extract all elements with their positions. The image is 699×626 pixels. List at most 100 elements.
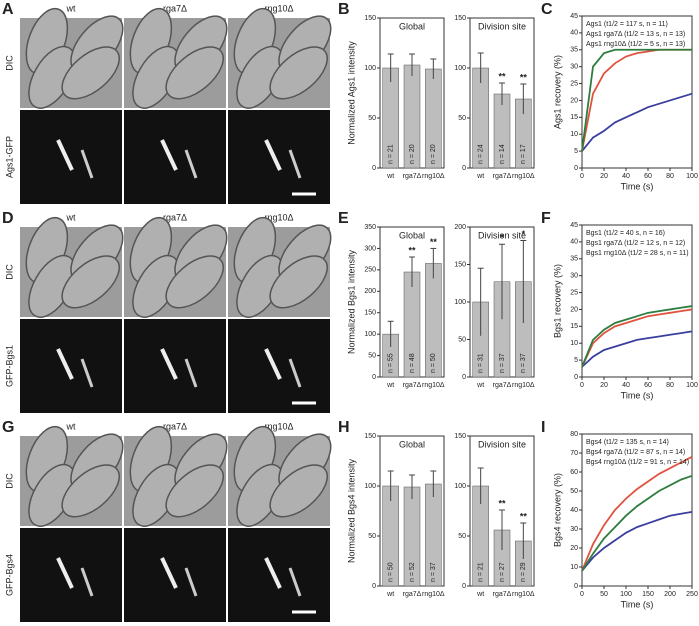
n-label: n = 21 (388, 144, 395, 164)
y-tick-label: 300 (364, 245, 376, 252)
column-label: rng10Δ (264, 421, 293, 431)
y-tick-label: 5 (574, 357, 578, 364)
category-label: rng10Δ (512, 173, 535, 180)
row-label: Ags1-GFP (4, 136, 14, 178)
panel-letter: A (2, 1, 14, 18)
recovery-curve (581, 456, 693, 572)
y-tick-label: 50 (570, 488, 578, 495)
y-tick-label: 150 (454, 433, 466, 440)
y-tick-label: 350 (364, 224, 376, 231)
category-label: wt (386, 591, 394, 598)
x-tick-label: 100 (686, 173, 698, 180)
y-tick-label: 40 (570, 30, 578, 37)
septum-signal (288, 358, 302, 388)
y-tick-label: 100 (454, 65, 466, 72)
y-axis-label: Normalized Bgs4 intensity (346, 458, 356, 563)
n-label: n = 50 (430, 353, 437, 373)
y-tick-label: 150 (364, 310, 376, 317)
row-label: GFP-Bgs1 (4, 345, 14, 387)
significance: ** (520, 511, 528, 521)
y-tick-label: 150 (364, 433, 376, 440)
y-tick-label: 60 (570, 469, 578, 476)
septum-signal (160, 557, 178, 589)
column-label: rng10Δ (264, 3, 293, 13)
column-label: wt (66, 212, 76, 222)
fluorescence-image (20, 319, 122, 413)
category-label: rga7Δ (403, 382, 422, 389)
n-label: n = 20 (409, 144, 416, 164)
y-tick-label: 5 (574, 148, 578, 155)
category-label: rga7Δ (403, 173, 422, 180)
subchart-title: Division site (478, 230, 526, 240)
recovery-curve (581, 48, 692, 152)
y-tick-label: 30 (570, 273, 578, 280)
column-label: rga7Δ (163, 3, 187, 13)
x-tick-label: 60 (644, 173, 652, 180)
septum-signal (184, 149, 198, 179)
row-label: GFP-Bgs4 (4, 554, 14, 596)
n-label: n = 50 (388, 562, 395, 582)
category-label: rng10Δ (422, 382, 445, 389)
row-label: DIC (4, 264, 14, 280)
y-tick-label: 0 (462, 583, 466, 590)
septum-signal (56, 348, 74, 380)
y-tick-label: 10 (570, 564, 578, 571)
recovery-curve (581, 308, 693, 368)
panel-letter: G (2, 419, 14, 436)
significance: * (522, 229, 526, 239)
y-tick-label: 50 (458, 533, 466, 540)
category-label: rga7Δ (493, 591, 512, 598)
significance: * (500, 233, 504, 243)
y-axis-label: Normalized Bgs1 intensity (346, 249, 356, 354)
panel-letter: B (338, 1, 350, 18)
x-tick-label: 20 (600, 382, 608, 389)
y-tick-label: 100 (364, 483, 376, 490)
subchart-title: Global (399, 21, 425, 31)
septum-signal (264, 557, 282, 589)
septum-signal (80, 149, 94, 179)
x-tick-label: 0 (580, 591, 584, 598)
septum-signal (80, 358, 94, 388)
y-tick-label: 150 (454, 15, 466, 22)
recovery-curve (581, 330, 693, 368)
panel-letter: F (541, 210, 551, 227)
y-tick-label: 50 (368, 115, 376, 122)
y-tick-label: 20 (570, 306, 578, 313)
y-tick-label: 20 (570, 97, 578, 104)
septum-signal (160, 139, 178, 171)
y-tick-label: 50 (368, 533, 376, 540)
significance: ** (520, 72, 528, 82)
y-tick-label: 15 (570, 114, 578, 121)
subchart-title: Global (399, 439, 425, 449)
cell-outline (165, 46, 224, 100)
x-tick-label: 150 (642, 591, 654, 598)
y-tick-label: 40 (570, 239, 578, 246)
recovery-curve (581, 48, 692, 152)
y-axis-label: Normalized Ags1 intensity (346, 41, 356, 145)
y-tick-label: 50 (368, 352, 376, 359)
panel-letter: C (541, 1, 553, 18)
n-label: n = 52 (409, 562, 416, 582)
legend-entry: Ags1 rga7Δ (t1/2 = 13 s, n = 13) (586, 31, 685, 38)
y-axis-label: Bgs4 recovery (%) (552, 473, 562, 547)
n-label: n = 21 (478, 562, 485, 582)
y-tick-label: 10 (570, 131, 578, 138)
n-label: n = 27 (499, 562, 506, 582)
x-tick-label: 200 (664, 591, 676, 598)
column-label: rng10Δ (264, 212, 293, 222)
x-tick-label: 0 (580, 173, 584, 180)
y-tick-label: 40 (570, 507, 578, 514)
y-tick-label: 0 (462, 165, 466, 172)
subchart-title: Division site (478, 21, 526, 31)
plot-frame (581, 224, 693, 378)
n-label: n = 37 (520, 353, 527, 373)
septum-signal (184, 358, 198, 388)
x-tick-label: 40 (622, 173, 630, 180)
fluorescence-image (20, 110, 122, 204)
y-tick-label: 80 (570, 431, 578, 438)
y-tick-label: 150 (454, 261, 466, 268)
cell-outline (61, 255, 120, 309)
n-label: n = 48 (409, 353, 416, 373)
y-tick-label: 100 (454, 483, 466, 490)
septum-signal (264, 139, 282, 171)
